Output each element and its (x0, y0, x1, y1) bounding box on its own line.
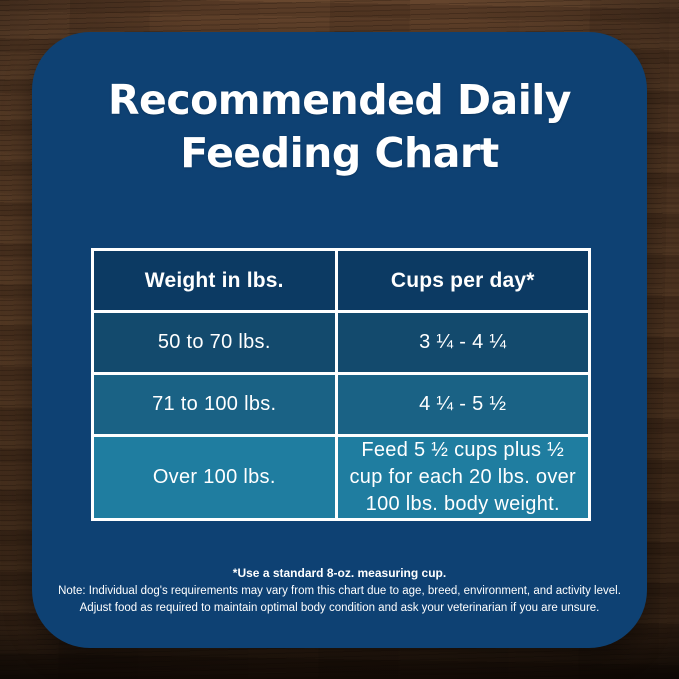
page-title-line2: Feeding Chart (180, 129, 499, 177)
table-row: Over 100 lbs. Feed 5 ½ cups plus ½ cup f… (91, 434, 592, 521)
footnote-measuring-cup: *Use a standard 8-oz. measuring cup. (232, 566, 447, 580)
table-row: 50 to 70 lbs. 3 ¼ - 4 ¼ (91, 310, 592, 375)
column-header-cups: Cups per day* (334, 248, 592, 313)
footnote-note-line2: Adjust food as required to maintain opti… (79, 602, 600, 614)
table-row: 71 to 100 lbs. 4 ¼ - 5 ½ (91, 372, 592, 437)
cups-cell: Feed 5 ½ cups plus ½ cup for each 20 lbs… (334, 434, 592, 521)
footnotes: *Use a standard 8-oz. measuring cup. Not… (32, 566, 647, 617)
feeding-chart-card: Recommended Daily Feeding Chart Weight i… (32, 32, 647, 648)
table-header-row: Weight in lbs. Cups per day* (91, 248, 592, 313)
weight-cell: 50 to 70 lbs. (91, 310, 338, 375)
weight-cell: 71 to 100 lbs. (91, 372, 338, 437)
page-title: Recommended Daily Feeding Chart (32, 74, 647, 180)
weight-cell: Over 100 lbs. (91, 434, 338, 521)
column-header-weight: Weight in lbs. (91, 248, 338, 313)
cups-cell: 4 ¼ - 5 ½ (334, 372, 592, 437)
page-title-line1: Recommended Daily (107, 76, 572, 124)
cups-cell: 3 ¼ - 4 ¼ (334, 310, 592, 375)
footnote-note-line1: Note: Individual dog's requirements may … (58, 585, 621, 597)
feeding-table: Weight in lbs. Cups per day* 50 to 70 lb… (91, 248, 592, 521)
